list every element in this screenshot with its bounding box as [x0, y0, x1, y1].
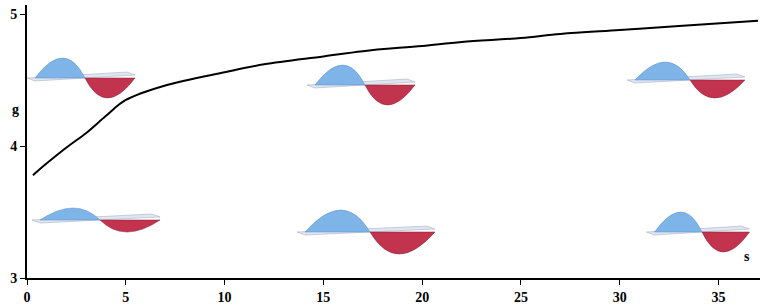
- svg-text:0: 0: [24, 290, 31, 305]
- svg-text:4: 4: [10, 139, 17, 154]
- svg-text:s: s: [744, 249, 750, 264]
- svg-text:5: 5: [122, 290, 129, 305]
- svg-text:35: 35: [712, 290, 726, 305]
- svg-text:30: 30: [613, 290, 627, 305]
- svg-text:10: 10: [218, 290, 232, 305]
- svg-text:3: 3: [10, 271, 17, 286]
- svg-text:g: g: [12, 102, 19, 117]
- svg-text:5: 5: [10, 7, 17, 22]
- svg-text:25: 25: [514, 290, 528, 305]
- svg-text:20: 20: [415, 290, 429, 305]
- svg-text:15: 15: [316, 290, 330, 305]
